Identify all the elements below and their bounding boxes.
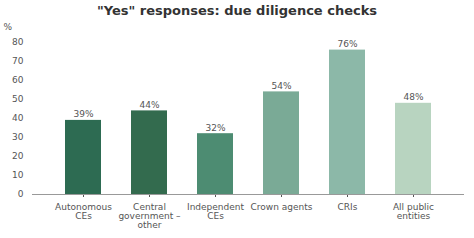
svg-text:40: 40 <box>12 113 24 123</box>
svg-text:76%: 76% <box>337 39 357 49</box>
svg-text:CRIs: CRIs <box>338 202 358 212</box>
svg-text:10: 10 <box>12 170 24 180</box>
svg-text:0: 0 <box>18 189 24 199</box>
svg-text:50: 50 <box>12 94 24 104</box>
svg-text:AutonomousCEs: AutonomousCEs <box>55 202 112 221</box>
svg-text:30: 30 <box>12 132 24 142</box>
svg-text:60: 60 <box>12 75 24 85</box>
svg-text:%: % <box>4 22 13 32</box>
svg-text:54%: 54% <box>271 81 291 91</box>
svg-text:80: 80 <box>12 37 24 47</box>
svg-text:44%: 44% <box>139 100 159 110</box>
svg-text:20: 20 <box>12 151 24 161</box>
svg-text:70: 70 <box>12 56 24 66</box>
svg-text:IndependentCEs: IndependentCEs <box>187 202 245 221</box>
svg-text:32%: 32% <box>205 123 225 133</box>
svg-text:All publicentities: All publicentities <box>393 202 434 221</box>
svg-text:Crown agents: Crown agents <box>251 202 313 212</box>
svg-text:48%: 48% <box>403 92 423 102</box>
svg-text:Centralgovernment –other: Centralgovernment –other <box>118 202 181 230</box>
svg-text:39%: 39% <box>73 109 93 119</box>
html-text:"Yes" responses: due diligence: "Yes" responses: due diligence checks <box>96 3 378 18</box>
